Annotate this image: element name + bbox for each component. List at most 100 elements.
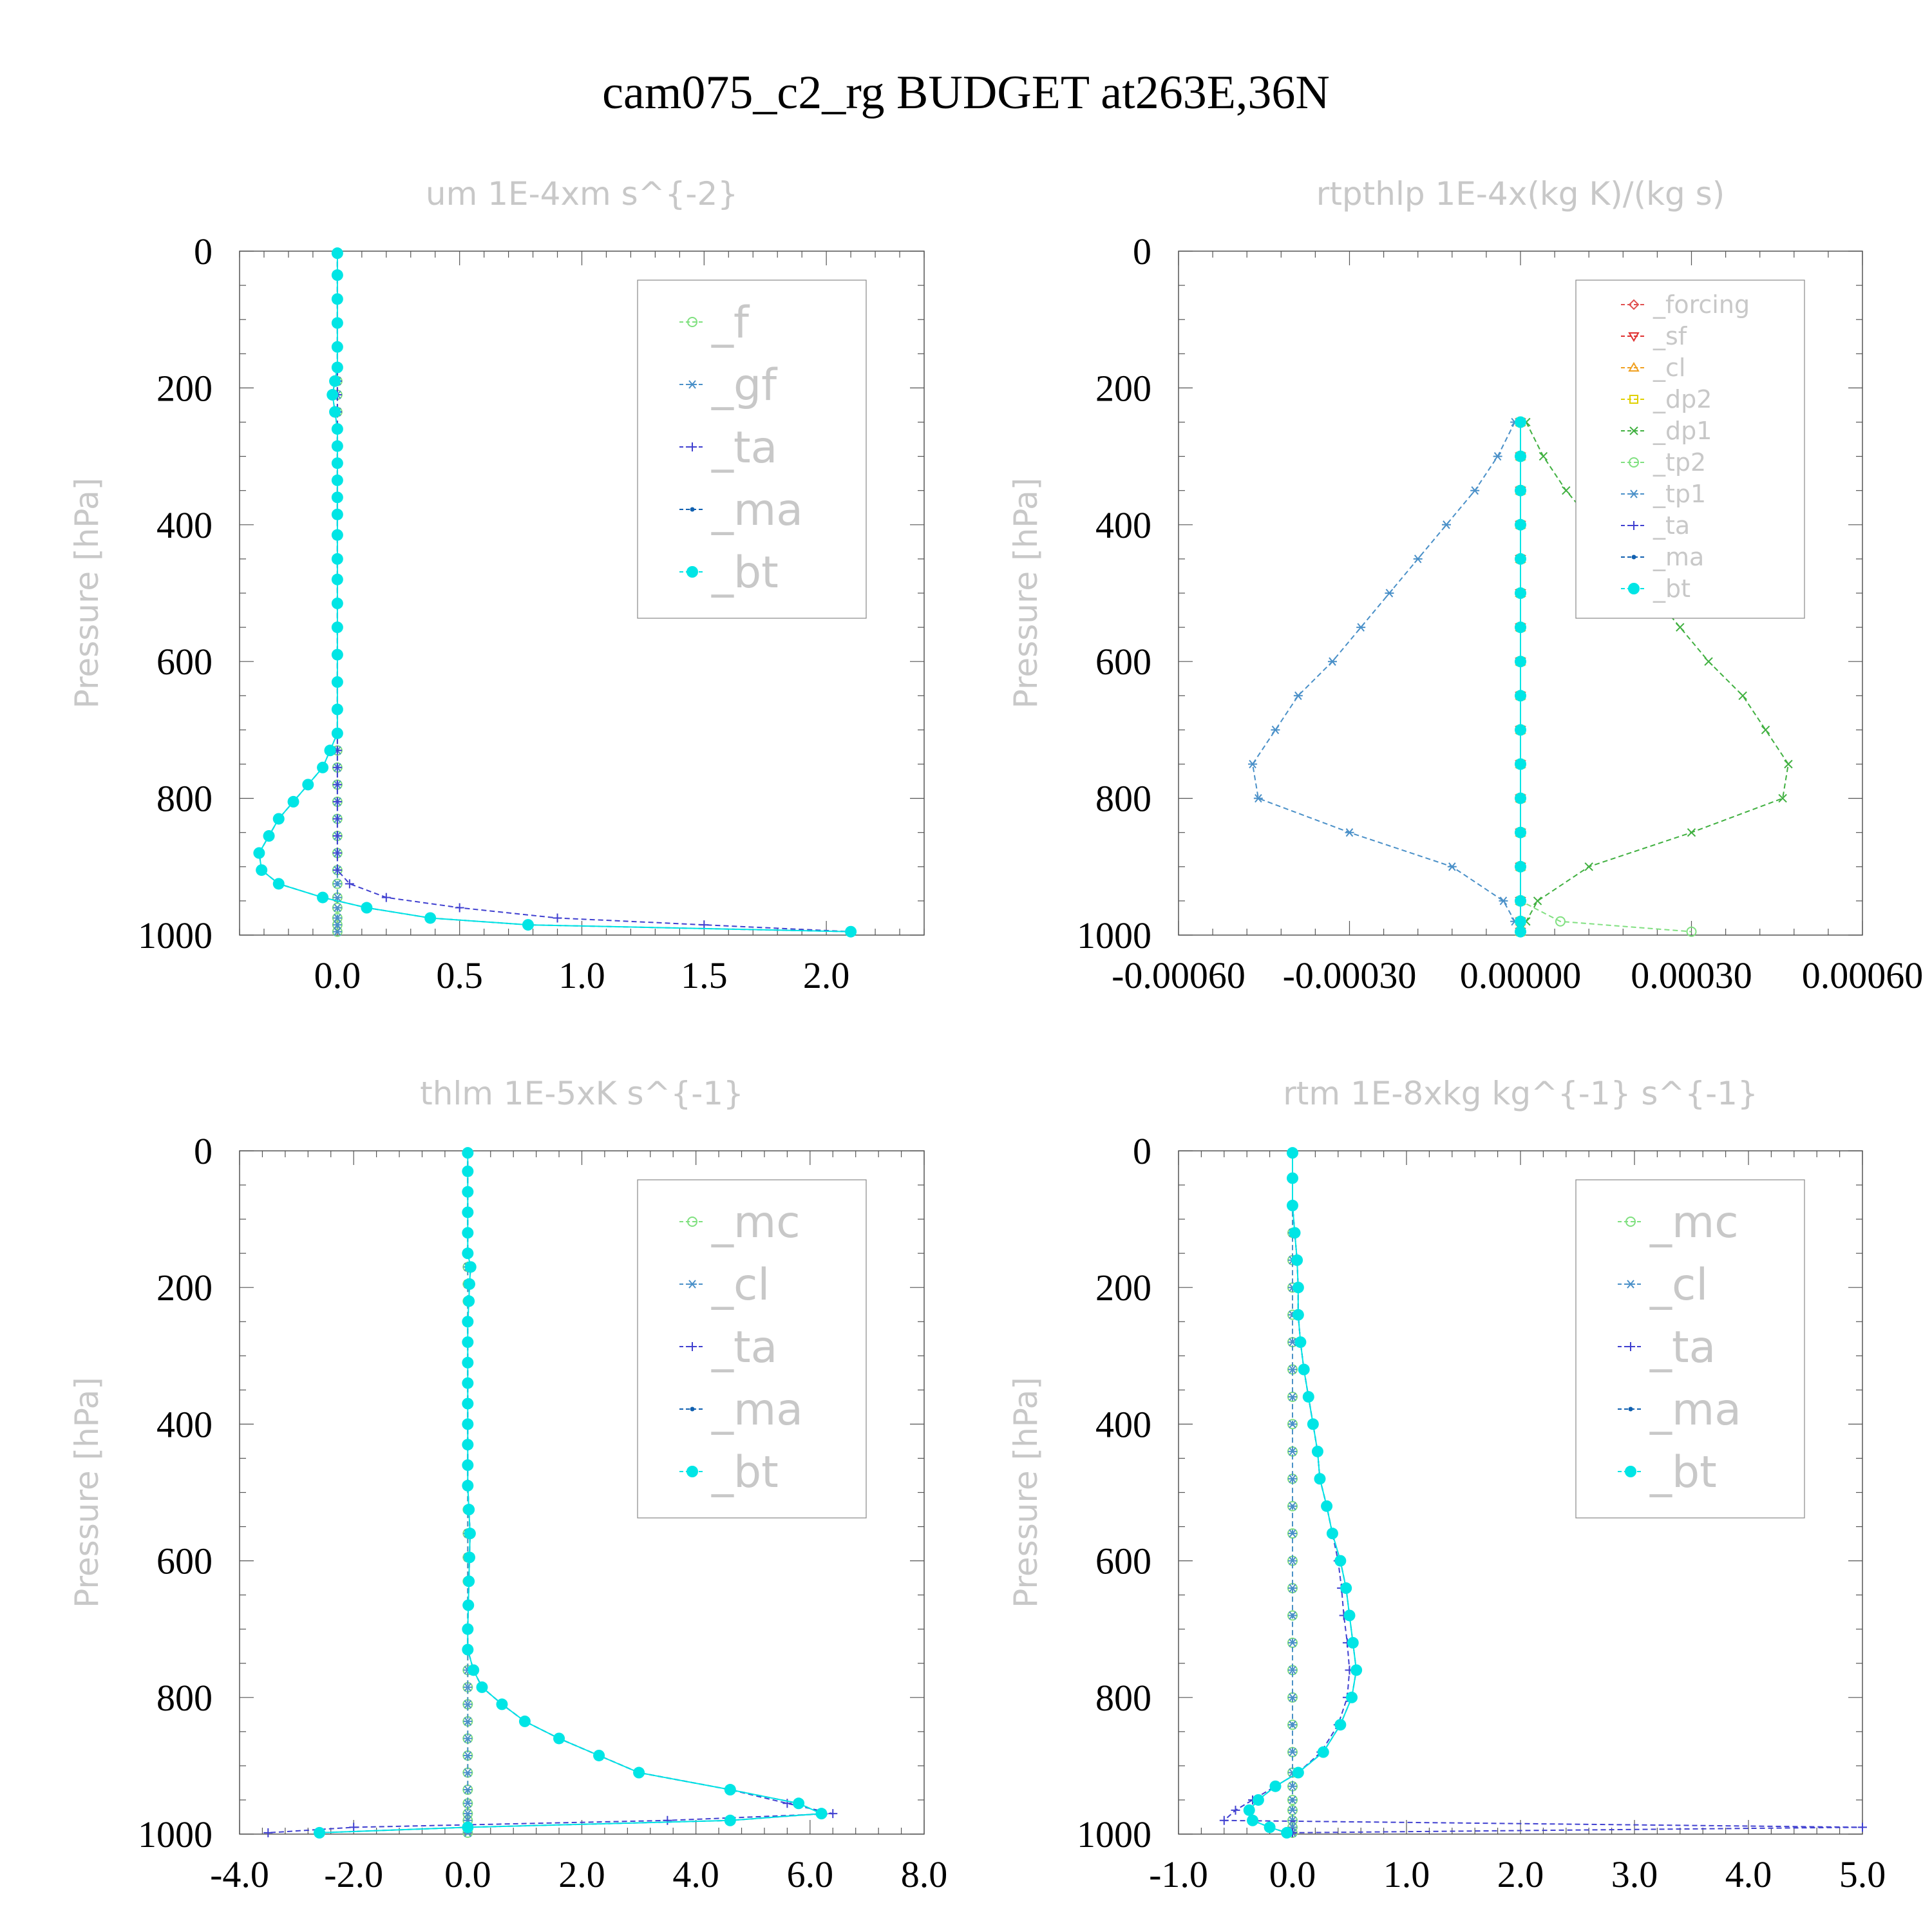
x-tick-label: 2.0 bbox=[1497, 1853, 1544, 1895]
data-point bbox=[381, 893, 391, 902]
data-point bbox=[1288, 1365, 1297, 1374]
data-point bbox=[332, 879, 342, 888]
data-point bbox=[1515, 758, 1526, 770]
data-point bbox=[464, 1528, 476, 1540]
y-tick-label: 800 bbox=[156, 1677, 213, 1719]
data-point bbox=[1281, 1826, 1293, 1839]
data-point bbox=[462, 1599, 475, 1611]
data-point bbox=[331, 293, 343, 305]
data-point bbox=[1499, 896, 1508, 905]
data-point bbox=[1243, 1804, 1255, 1816]
x-tick-label: 8.0 bbox=[901, 1853, 948, 1895]
data-point bbox=[332, 831, 342, 841]
data-point bbox=[1515, 690, 1526, 702]
data-point bbox=[462, 1643, 474, 1656]
chart-panel-2: rtpthlp 1E-4x(kg K)/(kg s) Pressure [hPa]… bbox=[1007, 175, 1923, 996]
data-point bbox=[1784, 759, 1793, 769]
data-point bbox=[1288, 1474, 1297, 1483]
y-tick-label: 200 bbox=[156, 1267, 213, 1309]
data-point bbox=[1385, 589, 1394, 598]
data-point bbox=[1288, 1806, 1297, 1815]
data-point bbox=[463, 1700, 473, 1709]
legend-box bbox=[637, 279, 867, 619]
data-point bbox=[332, 913, 342, 923]
chart-panel-3: thlm 1E-5xK s^{-1} Pressure [hPa] 0 200 400 6… bbox=[68, 1075, 947, 1895]
y-axis-label: Pressure [hPa] bbox=[1007, 1377, 1045, 1608]
legend-label: _forcing bbox=[1653, 290, 1750, 319]
data-point bbox=[1334, 1555, 1347, 1567]
data-point bbox=[724, 1784, 736, 1796]
data-point bbox=[1294, 1336, 1307, 1349]
y-axis-label: Pressure [hPa] bbox=[1007, 478, 1045, 709]
legend-label: _bt bbox=[1653, 574, 1690, 603]
x-tick-label: 0.00000 bbox=[1460, 954, 1582, 996]
data-point bbox=[349, 1823, 359, 1832]
x-tick-label: 1.0 bbox=[1383, 1853, 1430, 1895]
data-point bbox=[1704, 657, 1713, 666]
x-tick-label: 4.0 bbox=[1725, 1853, 1772, 1895]
y-tick-label: 800 bbox=[156, 778, 213, 820]
data-point bbox=[1264, 1821, 1276, 1833]
data-point bbox=[553, 1732, 565, 1745]
data-point bbox=[1413, 554, 1423, 564]
legend-label: _dp1 bbox=[1653, 417, 1712, 445]
y-tick-label: 1000 bbox=[1077, 1814, 1151, 1855]
legend-label: _ta bbox=[1649, 1322, 1716, 1373]
data-point bbox=[462, 1165, 474, 1177]
x-tick-label: 3.0 bbox=[1611, 1853, 1658, 1895]
data-point bbox=[1515, 915, 1526, 927]
data-point bbox=[329, 375, 341, 387]
legend-marker bbox=[1628, 332, 1640, 342]
data-point bbox=[332, 920, 342, 929]
data-point bbox=[462, 1623, 474, 1635]
data-point bbox=[1493, 451, 1502, 461]
data-point bbox=[1515, 724, 1526, 736]
data-point bbox=[329, 406, 341, 418]
legend-label: _ma bbox=[711, 1385, 803, 1435]
data-point bbox=[424, 912, 437, 924]
data-point bbox=[331, 440, 343, 452]
data-point bbox=[361, 902, 373, 914]
legend-marker bbox=[687, 317, 697, 327]
data-point bbox=[263, 1828, 273, 1837]
legend-marker bbox=[687, 1217, 697, 1227]
data-point bbox=[331, 269, 343, 281]
legend-label: _ta bbox=[711, 1322, 777, 1373]
data-point bbox=[815, 1808, 828, 1820]
x-tick-label: 0.00030 bbox=[1631, 954, 1752, 996]
data-point bbox=[1321, 1500, 1333, 1512]
data-point bbox=[1686, 926, 1697, 937]
data-point bbox=[272, 813, 285, 825]
legend-marker bbox=[690, 1406, 695, 1412]
y-tick-label: 800 bbox=[1095, 1677, 1151, 1719]
series-bt bbox=[1243, 1147, 1363, 1839]
data-point bbox=[331, 676, 343, 688]
data-point bbox=[1293, 691, 1303, 700]
series-line bbox=[1248, 1153, 1358, 1833]
data-point bbox=[1288, 1748, 1297, 1757]
data-point bbox=[1269, 1780, 1282, 1792]
data-point bbox=[1515, 860, 1526, 873]
data-point bbox=[1687, 828, 1696, 837]
x-tick-label: 2.0 bbox=[803, 954, 850, 996]
data-point bbox=[1778, 793, 1787, 803]
data-point bbox=[331, 491, 343, 504]
data-point bbox=[462, 1186, 474, 1198]
x-tick-label: 5.0 bbox=[1839, 1853, 1886, 1895]
data-point bbox=[1287, 1147, 1298, 1159]
data-point bbox=[1761, 725, 1770, 735]
data-point bbox=[302, 779, 314, 791]
x-tick-label: 0.0 bbox=[444, 1853, 491, 1895]
legend-label: _mc bbox=[1649, 1197, 1739, 1248]
data-point bbox=[1288, 1638, 1297, 1647]
x-tick-label: 4.0 bbox=[672, 1853, 719, 1895]
legend-label: _ma bbox=[1649, 1385, 1741, 1435]
data-point bbox=[332, 903, 342, 913]
panel-title: rtm 1E-8xkg kg^{-1} s^{-1} bbox=[1283, 1075, 1758, 1112]
data-point bbox=[633, 1766, 645, 1779]
data-point bbox=[462, 1439, 474, 1451]
data-point bbox=[1292, 1309, 1304, 1321]
data-point bbox=[663, 1815, 672, 1825]
y-tick-label: 0 bbox=[194, 231, 213, 272]
series-bt bbox=[314, 1147, 828, 1839]
